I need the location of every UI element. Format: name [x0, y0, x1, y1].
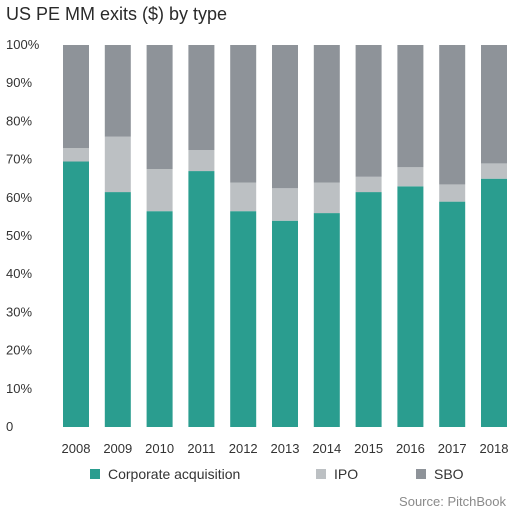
- x-tick-label: 2014: [312, 441, 341, 456]
- bar-segment-sbo-2014: [313, 45, 340, 183]
- bar-segment-sbo-2015: [355, 45, 382, 177]
- stacked-bar-chart: 010%20%30%40%50%60%70%80%90%100% 2008 200…: [6, 37, 509, 456]
- bar-segment-corporate-acquisition-2011: [188, 171, 215, 427]
- y-tick-label: 80%: [6, 113, 32, 128]
- bar-segment-ipo-2014: [313, 182, 340, 214]
- bar-segment-ipo-2018: [481, 163, 507, 179]
- x-tick-label: 2018: [480, 441, 509, 456]
- bar-segment-sbo-2016: [397, 45, 424, 168]
- x-axis: 2008 2009 2010 2011 2012 2013 2014 2015 2016 2017…: [62, 441, 509, 456]
- y-tick-label: 10%: [6, 381, 32, 396]
- bar-segment-sbo-2012: [230, 45, 257, 183]
- y-tick-label: 50%: [6, 228, 32, 243]
- bar-segment-corporate-acquisition-2017: [439, 201, 466, 427]
- bar-segment-ipo-2009: [104, 136, 131, 193]
- legend-label: SBO: [434, 466, 464, 482]
- bar-segment-ipo-2013: [272, 188, 298, 221]
- x-tick-label: 2009: [103, 441, 132, 456]
- legend-swatch-ipo: [316, 469, 326, 479]
- bar-segment-sbo-2010: [146, 45, 173, 170]
- y-tick-label: 0: [6, 419, 13, 434]
- y-tick-label: 40%: [6, 266, 32, 281]
- x-tick-label: 2011: [187, 441, 215, 456]
- bar-segment-ipo-2012: [230, 182, 257, 212]
- y-tick-label: 100%: [6, 37, 40, 52]
- x-tick-label: 2008: [62, 441, 91, 456]
- y-tick-label: 90%: [6, 75, 32, 90]
- y-tick-label: 20%: [6, 343, 32, 358]
- chart-title: US PE MM exits ($) by type: [6, 4, 228, 24]
- bar-segment-corporate-acquisition-2015: [355, 192, 382, 427]
- bars: [63, 45, 507, 427]
- x-tick-label: 2010: [145, 441, 174, 456]
- bar-segment-corporate-acquisition-2014: [313, 213, 340, 427]
- bar-segment-sbo-2013: [272, 45, 298, 189]
- bar-segment-ipo-2015: [355, 176, 382, 193]
- legend-label: Corporate acquisition: [108, 466, 241, 482]
- legend-item-sbo: SBO: [416, 466, 464, 482]
- bar-segment-corporate-acquisition-2009: [104, 192, 131, 427]
- bar-segment-corporate-acquisition-2016: [397, 186, 424, 427]
- source-note: Source: PitchBook: [399, 494, 506, 509]
- legend: Corporate acquisition IPO SBO: [0, 466, 512, 486]
- y-tick-label: 70%: [6, 152, 32, 167]
- bar-segment-corporate-acquisition-2010: [146, 211, 173, 427]
- x-tick-label: 2013: [271, 441, 300, 456]
- legend-item-ipo: IPO: [316, 466, 358, 482]
- bar-segment-corporate-acquisition-2008: [63, 161, 89, 427]
- bar-segment-ipo-2017: [439, 184, 466, 202]
- bar-segment-sbo-2009: [104, 45, 131, 137]
- bar-segment-corporate-acquisition-2012: [230, 211, 257, 427]
- bar-segment-ipo-2016: [397, 167, 424, 187]
- bar-segment-sbo-2017: [439, 45, 466, 185]
- x-tick-label: 2016: [396, 441, 425, 456]
- bar-segment-corporate-acquisition-2018: [481, 178, 507, 427]
- bar-segment-sbo-2011: [188, 45, 215, 151]
- legend-item-corporate-acquisition: Corporate acquisition: [90, 466, 240, 482]
- legend-swatch-corporate-acquisition: [90, 469, 100, 479]
- y-axis: 0 10% 20% 30% 40% 50% 60% 70% 80% 90% 100%: [6, 37, 40, 434]
- legend-label: IPO: [334, 466, 359, 482]
- bar-segment-sbo-2018: [481, 45, 507, 164]
- bar-segment-ipo-2008: [63, 148, 89, 162]
- x-tick-label: 2017: [438, 441, 467, 456]
- x-tick-label: 2015: [354, 441, 383, 456]
- bar-segment-sbo-2008: [63, 45, 89, 149]
- bar-segment-ipo-2010: [146, 169, 173, 212]
- x-tick-label: 2012: [229, 441, 258, 456]
- legend-swatch-sbo: [416, 469, 426, 479]
- y-tick-label: 30%: [6, 304, 32, 319]
- bar-segment-corporate-acquisition-2013: [272, 220, 298, 427]
- bar-segment-ipo-2011: [188, 150, 215, 172]
- y-tick-label: 60%: [6, 190, 32, 205]
